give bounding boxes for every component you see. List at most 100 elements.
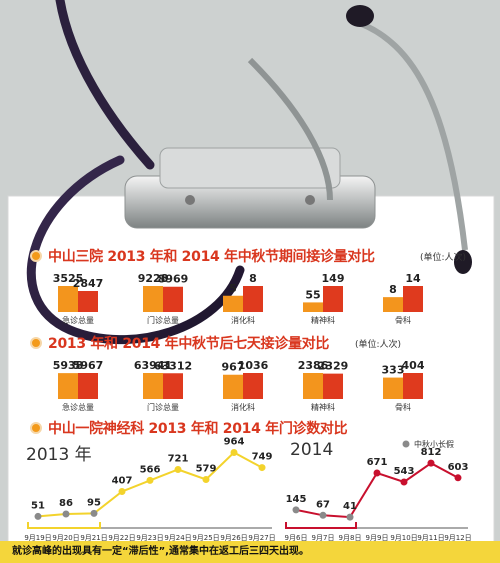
line-2014-value-1: 67 [316, 499, 330, 510]
bar-2013-4 [383, 377, 403, 399]
line-2014-value-5: 812 [421, 447, 442, 458]
bar-2014-3 [323, 286, 343, 312]
line-2013-point-6 [202, 475, 210, 483]
line-2014-holiday-bracket [285, 522, 357, 529]
line-2013-value-3: 407 [112, 476, 133, 487]
line-2014-point-3 [373, 469, 381, 477]
bar-label-2013-2: 5 [229, 282, 237, 295]
category-label-4: 骨科 [395, 315, 411, 325]
line-2014-value-3: 671 [367, 457, 388, 468]
bar-2013-1 [143, 286, 163, 312]
line-2013-point-3 [118, 488, 126, 496]
line-2013-point-0 [34, 512, 42, 520]
line-2013-tick-3: 9月22日 [108, 534, 135, 542]
bar-label-2014-2: 8 [249, 272, 257, 285]
bullet-dot-icon [30, 422, 42, 434]
bar-label-2013-3: 55 [305, 288, 320, 301]
line-2013-tick-8: 9月27日 [248, 534, 275, 542]
paper-sheet [7, 195, 495, 545]
line-2014-value-6: 603 [448, 462, 469, 473]
line-2013-value-0: 51 [31, 500, 45, 511]
bar-2014-1 [163, 373, 183, 399]
line-2013-point-2 [90, 509, 98, 517]
line-2014-tick-4: 9月10日 [390, 534, 417, 542]
line-2013-point-5 [174, 466, 182, 474]
bar-label-2013-0: 3525 [53, 272, 84, 285]
line-chart-2014-year: 2014 [290, 440, 334, 460]
bar-2013-1 [143, 373, 163, 399]
line-2014-tick-5: 9月11日 [417, 534, 444, 542]
bar-2014-2 [243, 286, 263, 312]
line-2014-point-4 [400, 478, 408, 486]
bar-label-2014-0: 5967 [73, 359, 104, 372]
bar-label-2013-1: 9228 [138, 272, 169, 285]
line-2013-tick-1: 9月20日 [52, 534, 79, 542]
line-2014-value-4: 543 [394, 466, 415, 477]
line-2014-tick-0: 9月6日 [285, 534, 308, 542]
category-label-2: 消化科 [231, 402, 255, 412]
line-2013-tick-4: 9月23日 [136, 534, 163, 542]
line-2013-value-7: 964 [224, 437, 245, 448]
bar-2013-3 [303, 302, 323, 312]
category-label-3: 精神科 [311, 315, 335, 325]
line-2014-point-5 [427, 459, 435, 467]
line-2013-point-8 [258, 464, 266, 472]
bar-label-2013-4: 333 [382, 364, 405, 377]
holiday-legend-label: 中秋小长假 [414, 439, 454, 449]
category-label-0: 急诊总量 [62, 402, 94, 412]
section-3-title: 中山一院神经科 2013 年和 2014 年门诊数对比 [30, 418, 348, 438]
bar-label-2014-0: 2847 [73, 277, 104, 290]
bar-2014-0 [78, 291, 98, 312]
bar-2014-0 [78, 373, 98, 399]
bar-label-2014-3: 2329 [318, 360, 349, 373]
line-2014-tick-6: 9月12日 [444, 534, 471, 542]
line-2013-tick-7: 9月26日 [220, 534, 247, 542]
section-1-title: 中山三院 2013 年和 2014 年中秋节期间接诊量对比 [30, 246, 375, 266]
line-2014-tick-2: 9月8日 [339, 534, 362, 542]
line-2013-tick-0: 9月19日 [24, 534, 51, 542]
line-2013-point-4 [146, 476, 154, 484]
bar-2013-0 [58, 373, 78, 399]
bar-label-2014-1: 8969 [158, 273, 189, 286]
bullet-dot-icon [30, 337, 42, 349]
bar-label-2013-1: 63941 [134, 359, 172, 372]
bar-2013-3 [303, 373, 323, 399]
bar-label-2013-0: 5938 [53, 359, 84, 372]
holiday-legend-marker [402, 440, 410, 448]
bar-label-2014-4: 404 [402, 359, 425, 372]
line-2013-value-8: 749 [252, 452, 273, 463]
bar-label-2014-3: 149 [322, 272, 345, 285]
line-2013-point-1 [62, 510, 70, 518]
category-label-1: 门诊总量 [147, 402, 179, 412]
bar-2013-4 [383, 297, 403, 312]
line-2013-holiday-bracket [27, 522, 101, 529]
line-2013-value-4: 566 [140, 464, 161, 475]
section-1-unit: (单位:人次) [420, 253, 467, 263]
bar-2013-2 [223, 295, 243, 312]
line-2013-tick-5: 9月24日 [164, 534, 191, 542]
line-2013-value-2: 95 [87, 497, 101, 508]
line-2013-tick-2: 9月21日 [80, 534, 107, 542]
line-2013-value-6: 579 [196, 463, 217, 474]
category-label-3: 精神科 [311, 402, 335, 412]
stethoscope-tube-icon [26, 155, 245, 345]
line-2014-value-2: 41 [343, 501, 357, 512]
stethoscope-earpiece-icon [346, 5, 374, 27]
category-label-2: 消化科 [231, 315, 255, 325]
bar-label-2014-2: 1036 [238, 359, 269, 372]
bullet-dot-icon [30, 250, 42, 262]
line-2014-point-2 [346, 513, 354, 521]
line-2014-tick-1: 9月7日 [312, 534, 335, 542]
line-2013-point-7 [230, 449, 238, 457]
line-2014-value-0: 145 [286, 494, 307, 505]
line-2013-tick-6: 9月25日 [192, 534, 219, 542]
bar-2014-4 [403, 286, 423, 312]
bar-label-2014-4: 14 [405, 272, 421, 285]
bar-label-2014-1: 63312 [154, 359, 192, 372]
category-label-4: 骨科 [395, 402, 411, 412]
bar-label-2013-3: 2386 [298, 359, 329, 372]
bar-label-2013-4: 8 [389, 283, 397, 296]
